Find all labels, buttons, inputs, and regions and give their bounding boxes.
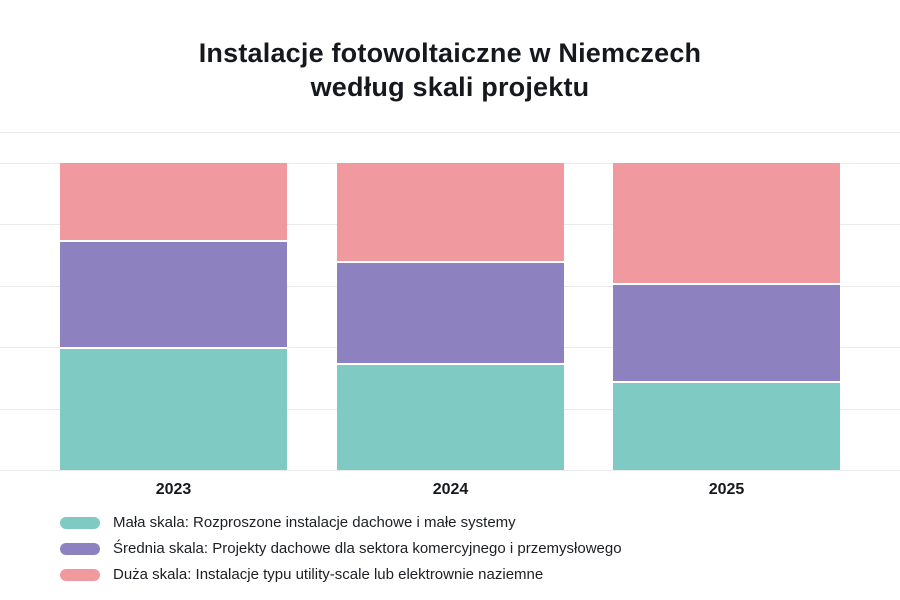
x-axis-label-2025: 2025 xyxy=(708,481,745,498)
chart-title-line1: Instalacje fotowoltaiczne w Niemczech xyxy=(198,38,702,68)
legend-item-srednia-skala: Średnia skala: Projekty dachowe dla sekt… xyxy=(60,540,622,557)
bar-segment-2023 xyxy=(60,347,287,470)
bar-segment-2024 xyxy=(337,261,564,363)
legend: Mała skala: Rozproszone instalacje dacho… xyxy=(60,514,622,583)
legend-swatch-pink xyxy=(60,568,100,581)
bar-2023 xyxy=(60,163,287,470)
bar-segment-2025 xyxy=(613,282,840,381)
bar-segment-2025 xyxy=(613,380,840,470)
bar-2024 xyxy=(337,163,564,470)
gridline xyxy=(0,470,900,471)
legend-label: Duża skala: Instalacje typu utility-scal… xyxy=(113,566,544,583)
legend-item-mala-skala: Mała skala: Rozproszone instalacje dacho… xyxy=(60,514,622,531)
bar-segment-2023 xyxy=(60,239,287,348)
legend-item-duza-skala: Duża skala: Instalacje typu utility-scal… xyxy=(60,566,622,583)
x-axis-label-2023: 2023 xyxy=(155,481,192,498)
bar-segment-2024 xyxy=(337,163,564,262)
chart-title-line2: według skali projektu xyxy=(310,72,590,102)
x-axis-label-2024: 2024 xyxy=(432,481,469,498)
legend-label: Mała skala: Rozproszone instalacje dacho… xyxy=(113,514,516,531)
bar-segment-2024 xyxy=(337,362,564,470)
bar-2025 xyxy=(613,163,840,470)
bar-segment-2025 xyxy=(613,163,840,283)
bar-segment-2023 xyxy=(60,163,287,240)
legend-swatch-teal xyxy=(60,516,100,529)
gridline xyxy=(0,132,900,134)
legend-label: Średnia skala: Projekty dachowe dla sekt… xyxy=(113,540,622,557)
chart-title: Instalacje fotowoltaiczne w Niemczech we… xyxy=(0,36,900,104)
legend-swatch-purple xyxy=(60,542,100,555)
